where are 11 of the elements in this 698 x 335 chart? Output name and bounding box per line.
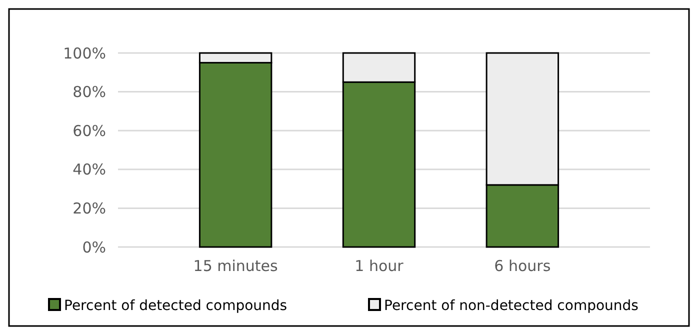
y-tick-label: 80% <box>72 83 106 102</box>
y-tick-label: 0% <box>82 238 106 256</box>
legend-label: Percent of detected compounds <box>64 298 288 314</box>
y-tick-label: 100% <box>63 44 106 62</box>
y-tick-label: 60% <box>72 122 106 140</box>
legend-label: Percent of non-detected compounds <box>384 298 638 314</box>
y-tick-label: 40% <box>72 160 106 179</box>
y-tick-label: 20% <box>72 199 106 218</box>
x-tick-label: 1 hour <box>354 257 404 275</box>
x-tick-label: 15 minutes <box>193 257 278 275</box>
x-tick-label: 6 hours <box>494 257 551 275</box>
